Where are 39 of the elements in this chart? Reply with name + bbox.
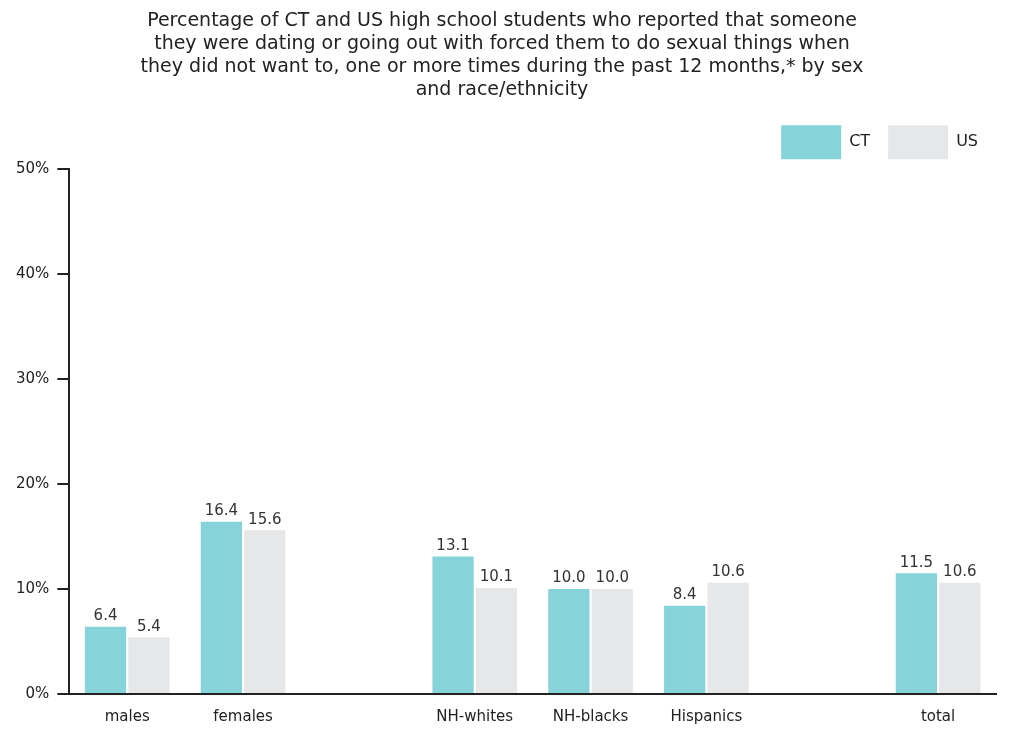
data-label: 6.4 xyxy=(93,606,118,625)
x-tick-label: NH-whites xyxy=(436,706,514,725)
x-tick-label: Hispanics xyxy=(670,706,743,725)
x-tick-label: NH-blacks xyxy=(552,706,629,725)
bar xyxy=(664,605,706,693)
bar xyxy=(707,582,749,693)
y-tick-label: 10% xyxy=(16,578,50,597)
bar xyxy=(939,582,981,693)
bar xyxy=(548,589,590,693)
bar xyxy=(128,637,170,693)
bar xyxy=(591,589,633,693)
data-label: 11.5 xyxy=(899,552,934,571)
y-tick-label: 50% xyxy=(16,159,50,178)
data-label: 10.6 xyxy=(711,562,745,581)
x-tick-label: total xyxy=(920,706,956,725)
y-tick-label: 30% xyxy=(16,369,50,388)
data-label: 8.4 xyxy=(672,585,697,604)
bar xyxy=(200,521,242,693)
data-label: 10.1 xyxy=(479,567,514,586)
data-label: 10.6 xyxy=(943,562,977,581)
data-label: 5.4 xyxy=(137,616,161,635)
legend-label: US xyxy=(956,131,979,151)
x-tick-label: males xyxy=(104,706,150,725)
bar xyxy=(84,626,127,693)
data-label: 10.0 xyxy=(552,568,586,587)
bar xyxy=(895,573,937,693)
data-label: 10.0 xyxy=(595,568,630,587)
data-label: 15.6 xyxy=(248,509,282,528)
legend-label: CT xyxy=(849,131,871,151)
x-tick-label: females xyxy=(213,706,274,725)
bar xyxy=(475,587,518,693)
y-tick-label: 0% xyxy=(25,683,50,702)
y-tick-label: 20% xyxy=(16,473,50,492)
chart-title: Percentage of CT and US high school students who reported that someone they were dating or going out with forced them to do sexual things when they did not want to, one or more times during the past 12 months,* by sex and race/ethnicity xyxy=(140,8,864,99)
data-label: 13.1 xyxy=(436,535,470,554)
y-tick-label: 40% xyxy=(16,264,50,283)
bar xyxy=(432,556,474,693)
data-label: 16.4 xyxy=(204,501,239,520)
bar xyxy=(244,530,286,693)
